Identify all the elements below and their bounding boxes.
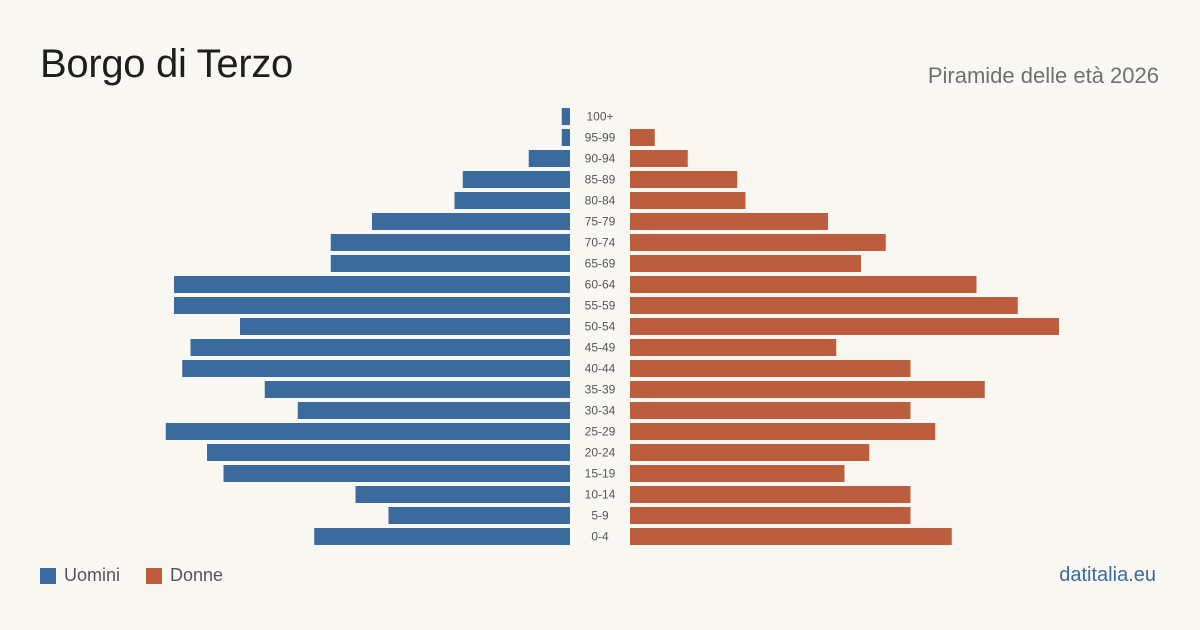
bar-men-15-19 — [223, 465, 570, 482]
bar-women-20-24 — [630, 444, 870, 461]
age-label-90-94: 90-94 — [585, 152, 616, 166]
bar-men-75-79 — [372, 213, 570, 230]
bar-men-90-94 — [528, 150, 570, 167]
bar-women-65-69 — [630, 255, 861, 272]
bar-women-45-49 — [630, 339, 837, 356]
age-label-70-74: 70-74 — [585, 236, 616, 250]
bar-women-95-99 — [630, 129, 655, 146]
bar-men-70-74 — [330, 234, 570, 251]
age-label-40-44: 40-44 — [585, 362, 616, 376]
age-label-85-89: 85-89 — [585, 173, 616, 187]
age-label-10-14: 10-14 — [585, 488, 616, 502]
bar-women-15-19 — [630, 465, 845, 482]
age-label-50-54: 50-54 — [585, 320, 616, 334]
bar-women-85-89 — [630, 171, 738, 188]
bar-women-60-64 — [630, 276, 977, 293]
bar-men-85-89 — [462, 171, 570, 188]
age-label-30-34: 30-34 — [585, 404, 616, 418]
bar-men-10-14 — [355, 486, 570, 503]
age-label-45-49: 45-49 — [585, 341, 616, 355]
bar-women-0-4 — [630, 528, 952, 545]
bar-men-0-4 — [314, 528, 570, 545]
bar-women-5-9 — [630, 507, 911, 524]
age-label-0-4: 0-4 — [591, 530, 609, 544]
bar-men-100+ — [561, 108, 570, 125]
age-label-65-69: 65-69 — [585, 257, 616, 271]
legend-swatch-women — [146, 567, 163, 584]
legend-swatch-men — [40, 567, 56, 584]
bar-men-20-24 — [207, 444, 570, 461]
age-label-95-99: 95-99 — [585, 131, 616, 145]
bar-women-40-44 — [630, 360, 911, 377]
age-label-5-9: 5-9 — [591, 509, 609, 523]
chart-subtitle: Piramide delle età 2026 — [927, 63, 1159, 88]
bar-men-30-34 — [297, 402, 570, 419]
bar-women-25-29 — [630, 423, 936, 440]
age-label-35-39: 35-39 — [585, 383, 616, 397]
age-label-100+: 100+ — [586, 110, 613, 124]
age-label-15-19: 15-19 — [585, 467, 616, 481]
bar-men-50-54 — [240, 318, 570, 335]
bar-men-95-99 — [561, 129, 570, 146]
legend-item-men: Uomini — [40, 565, 120, 586]
bar-women-75-79 — [630, 213, 828, 230]
bar-men-80-84 — [454, 192, 570, 209]
bar-men-45-49 — [190, 339, 570, 356]
source-link[interactable]: datitalia.eu — [1059, 564, 1156, 586]
bar-women-55-59 — [630, 297, 1018, 314]
bar-women-35-39 — [630, 381, 985, 398]
chart-title: Borgo di Terzo — [40, 42, 293, 86]
bar-men-5-9 — [388, 507, 570, 524]
age-label-60-64: 60-64 — [585, 278, 616, 292]
legend: Uomini Donne — [40, 565, 249, 586]
bar-women-70-74 — [630, 234, 886, 251]
legend-label-women: Donne — [170, 565, 224, 585]
age-label-25-29: 25-29 — [585, 425, 616, 439]
bar-women-90-94 — [630, 150, 688, 167]
bar-women-50-54 — [630, 318, 1059, 335]
bar-men-60-64 — [174, 276, 570, 293]
bar-men-25-29 — [165, 423, 570, 440]
age-label-80-84: 80-84 — [585, 194, 616, 208]
legend-item-women: Donne — [146, 565, 223, 586]
bar-women-80-84 — [630, 192, 746, 209]
age-label-20-24: 20-24 — [585, 446, 616, 460]
legend-label-men: Uomini — [64, 565, 121, 585]
bar-women-30-34 — [630, 402, 911, 419]
age-label-55-59: 55-59 — [585, 299, 616, 313]
bar-men-55-59 — [174, 297, 570, 314]
bar-men-65-69 — [330, 255, 570, 272]
bar-women-10-14 — [630, 486, 911, 503]
bar-men-35-39 — [264, 381, 570, 398]
bar-men-40-44 — [182, 360, 570, 377]
age-label-75-79: 75-79 — [585, 215, 616, 229]
